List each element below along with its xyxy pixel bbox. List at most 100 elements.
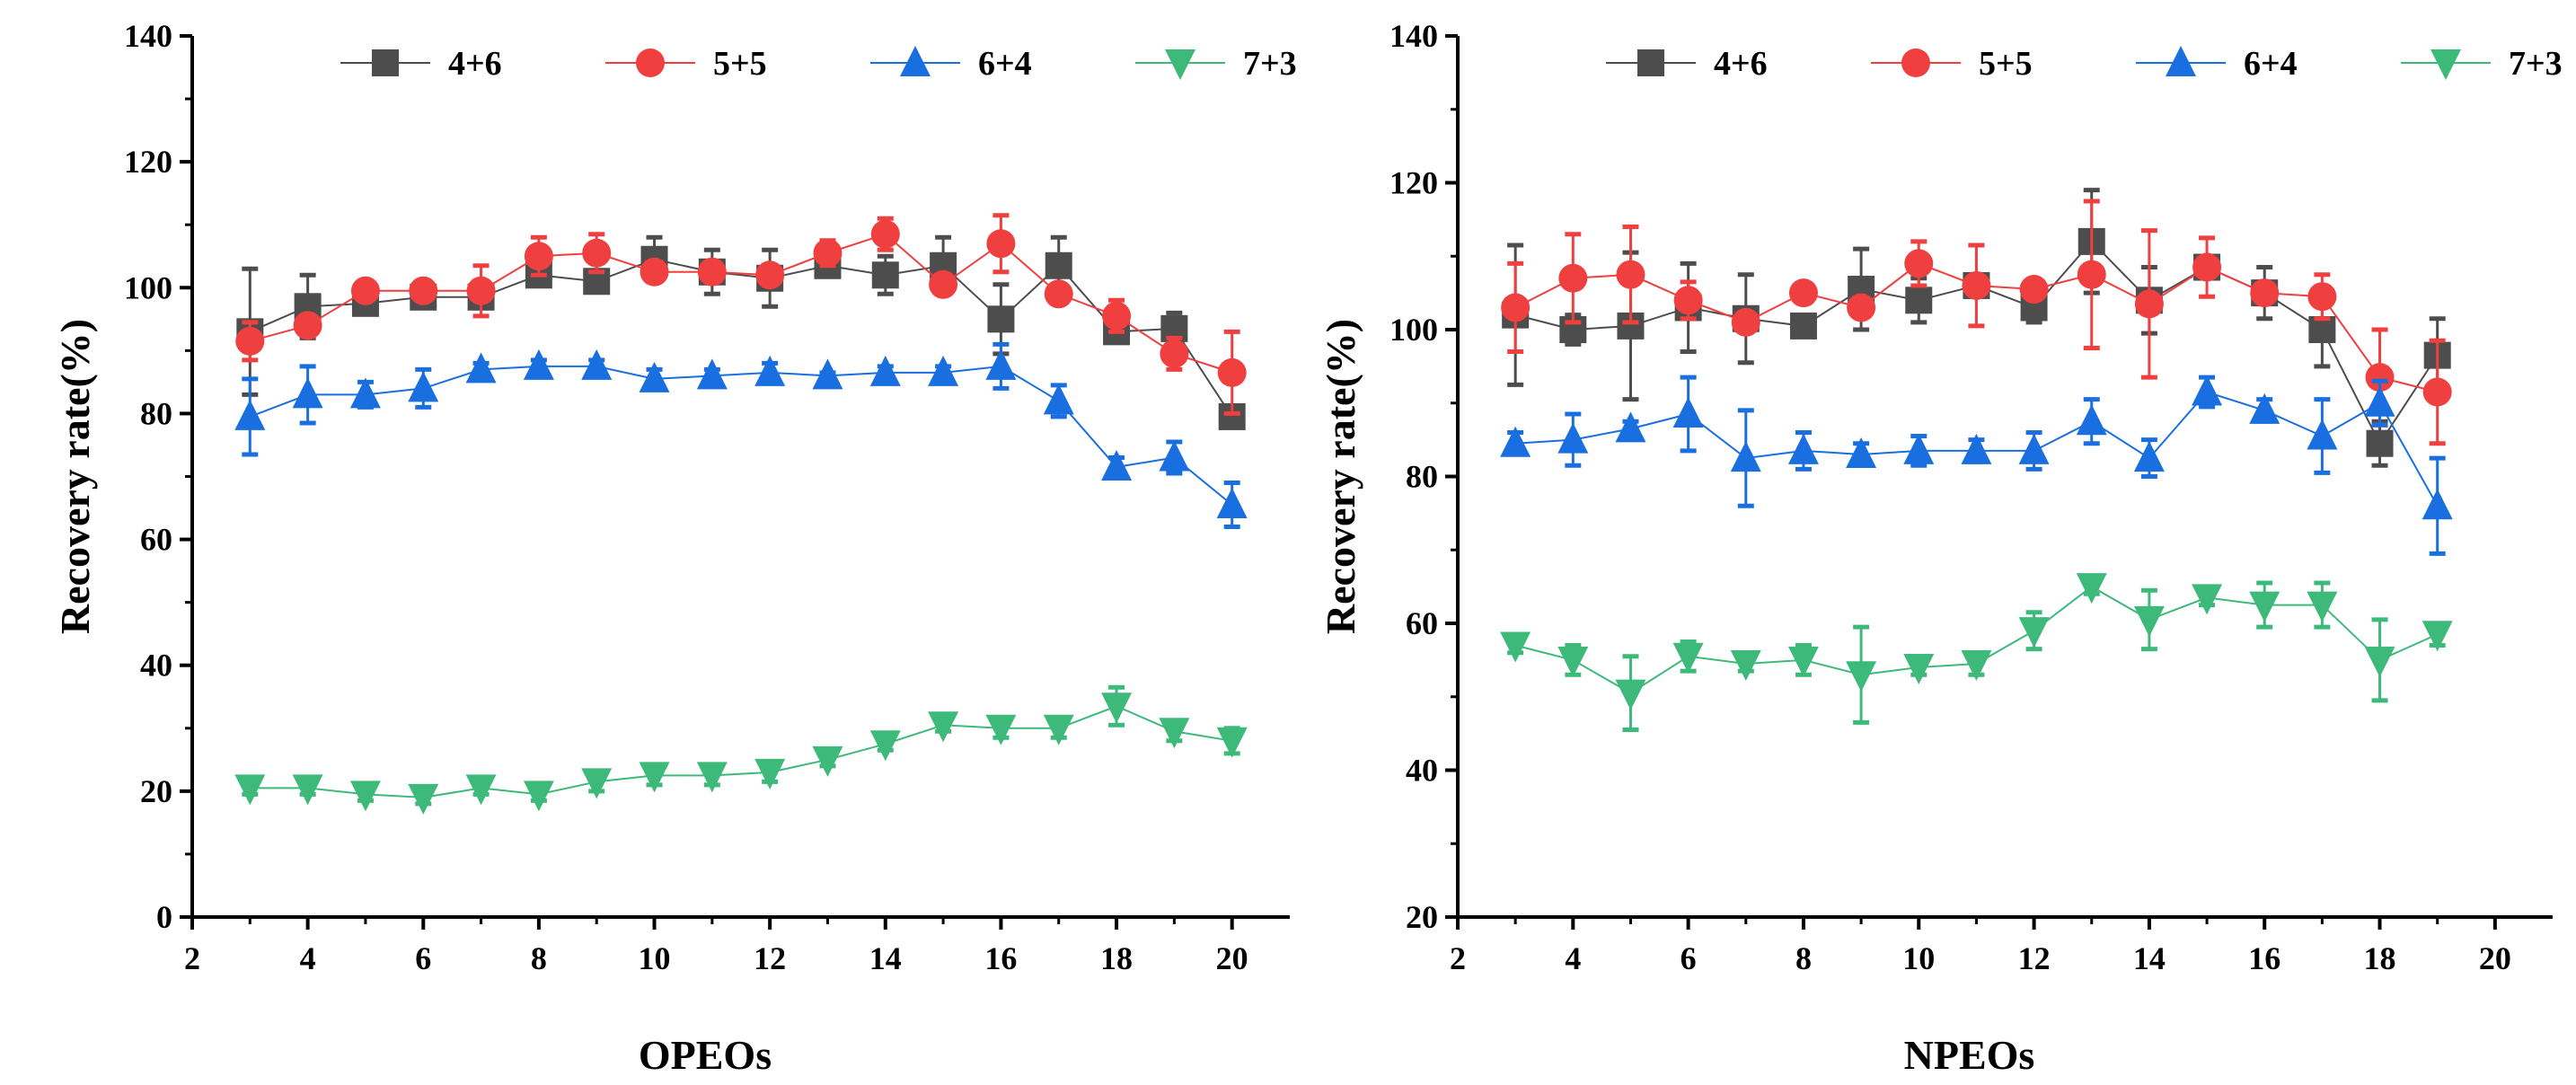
y-tick-label: 60 <box>1406 605 1438 641</box>
data-point <box>2133 441 2165 472</box>
data-point <box>1730 649 1761 681</box>
data-point <box>639 361 670 393</box>
y-tick-label: 100 <box>1389 312 1438 348</box>
data-point <box>1903 433 1935 464</box>
legend-marker <box>1165 49 1195 80</box>
data-point <box>870 219 900 249</box>
data-point <box>1905 287 1933 314</box>
data-point <box>1044 279 1073 309</box>
legend-marker <box>1637 49 1664 76</box>
x-tick-label: 10 <box>639 940 671 976</box>
data-point <box>697 257 727 287</box>
data-point <box>2365 363 2395 393</box>
data-point <box>1787 646 1819 677</box>
data-point <box>409 276 438 305</box>
data-point <box>2018 433 2050 464</box>
data-point <box>1731 307 1760 337</box>
data-point <box>1217 357 1247 387</box>
y-tick-label: 40 <box>140 648 172 684</box>
data-point <box>2133 605 2165 637</box>
legend-label: 6+4 <box>978 45 1032 83</box>
legend-marker <box>1901 49 1930 77</box>
series-7+3 <box>234 684 1248 815</box>
data-point <box>2076 573 2107 604</box>
legend-marker <box>900 46 931 76</box>
data-point <box>523 781 554 812</box>
y-tick-label: 120 <box>1389 165 1438 201</box>
data-point <box>1961 649 1992 681</box>
data-point <box>1672 397 1704 428</box>
x-axis-title: NPEOs <box>1904 1032 2035 1078</box>
data-point <box>812 745 843 777</box>
x-tick-label: 16 <box>2248 940 2280 976</box>
data-point <box>1961 433 1992 464</box>
data-point <box>581 348 613 380</box>
data-point <box>235 326 265 356</box>
data-point <box>2422 377 2452 407</box>
series-4+6 <box>236 234 1246 430</box>
data-point <box>1730 441 1761 472</box>
data-point <box>1501 293 1531 322</box>
data-point <box>408 371 439 402</box>
legend-label: 4+6 <box>448 45 502 83</box>
legend-label: 5+5 <box>713 45 767 83</box>
x-tick-label: 16 <box>984 940 1017 976</box>
x-tick-label: 2 <box>1450 940 1466 976</box>
data-point <box>234 774 266 806</box>
data-point <box>1500 426 1531 457</box>
legend-item-7+3: 7+3 <box>1135 45 1297 83</box>
data-point <box>2249 591 2280 622</box>
data-point <box>2192 584 2223 615</box>
legend-item-5+5: 5+5 <box>605 45 767 83</box>
legend-item-4+6: 4+6 <box>340 45 502 83</box>
data-point <box>1102 301 1132 331</box>
x-tick-label: 20 <box>2479 940 2511 976</box>
y-tick-label: 20 <box>1406 899 1438 935</box>
y-tick-label: 120 <box>124 144 172 180</box>
data-point <box>1789 312 1817 340</box>
data-point <box>2366 429 2394 457</box>
data-point <box>2076 404 2107 436</box>
series-6+4 <box>1500 375 2453 556</box>
data-point <box>1557 646 1589 677</box>
legend-label: 7+3 <box>1243 45 1297 83</box>
data-point <box>465 774 497 806</box>
legend-label: 4+6 <box>1714 45 1768 83</box>
data-point <box>813 238 842 268</box>
data-point <box>871 261 899 289</box>
data-point <box>2364 385 2395 417</box>
data-point <box>581 768 613 799</box>
data-point <box>985 348 1017 380</box>
data-point <box>1672 642 1704 674</box>
data-point <box>1160 339 1189 368</box>
series-line <box>249 365 1233 506</box>
data-point <box>1787 433 1819 464</box>
data-point <box>408 783 439 815</box>
data-point <box>755 260 785 290</box>
legend-marker <box>636 49 665 77</box>
series-line <box>250 705 1232 798</box>
chart-panel-1: 2 4 6 8 10 12 14 16 18 20 0 20 40 60 80 100 120 140 OPEOs R… <box>52 18 1297 1078</box>
data-point <box>234 399 266 430</box>
data-point <box>292 377 323 409</box>
data-point <box>696 762 728 793</box>
data-point <box>1615 679 1646 710</box>
data-point <box>524 242 553 271</box>
x-tick-label: 4 <box>300 940 316 976</box>
data-point <box>350 276 380 305</box>
legend-label: 7+3 <box>2509 45 2563 83</box>
series-7+3 <box>1500 573 2453 733</box>
data-point <box>2364 646 2395 677</box>
chart-panel-2: 2 4 6 8 10 12 14 16 18 20 20 40 60 80 100 120 140 NPEOs Re… <box>1318 18 2563 1078</box>
y-tick-label: 80 <box>1406 459 1438 495</box>
y-tick-label: 20 <box>140 773 172 809</box>
y-tick-label: 40 <box>1406 753 1438 789</box>
x-tick-label: 4 <box>1565 940 1581 976</box>
data-point <box>754 758 786 789</box>
data-point <box>1788 278 1818 308</box>
x-tick-label: 20 <box>1216 940 1248 976</box>
y-tick-label: 140 <box>1389 18 1438 54</box>
data-point <box>1962 270 1991 300</box>
y-tick-label: 0 <box>156 899 172 935</box>
